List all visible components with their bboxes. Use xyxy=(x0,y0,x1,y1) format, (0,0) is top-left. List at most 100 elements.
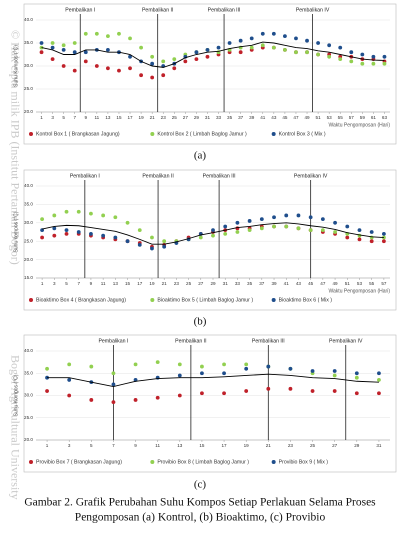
y-tick-label: 35.0 xyxy=(24,202,33,207)
x-tick-label: 7 xyxy=(73,115,76,120)
data-point xyxy=(172,57,177,61)
x-tick-label: 21 xyxy=(162,281,168,286)
x-tick-label: 27 xyxy=(198,281,204,286)
x-tick-label: 5 xyxy=(62,115,65,120)
x-axis-title: Waktu Pengomposan (Hari) xyxy=(328,122,390,128)
x-tick-label: 9 xyxy=(90,281,93,286)
data-point xyxy=(377,371,381,376)
y-tick-label: 30.0 xyxy=(24,63,33,68)
x-tick-label: 49 xyxy=(333,281,339,286)
y-tick-label: 25.0 xyxy=(24,86,33,91)
data-point xyxy=(223,231,228,236)
data-point xyxy=(283,48,287,52)
x-tick-label: 23 xyxy=(174,281,180,286)
data-point xyxy=(67,393,72,398)
data-point xyxy=(106,66,110,71)
data-point xyxy=(332,369,337,373)
data-point xyxy=(332,389,337,393)
data-point xyxy=(371,54,376,59)
panel-label: (c) xyxy=(194,479,207,491)
x-tick-label: 1 xyxy=(46,443,49,448)
data-point xyxy=(106,48,110,52)
data-point xyxy=(113,235,118,240)
x-tick-label: 13 xyxy=(105,115,111,120)
data-point xyxy=(294,50,298,55)
data-point xyxy=(272,224,276,229)
x-tick-label: 37 xyxy=(238,115,244,120)
data-point xyxy=(200,371,204,376)
x-tick-label: 17 xyxy=(222,443,228,448)
data-point xyxy=(235,220,240,225)
data-point xyxy=(150,61,155,66)
x-tick-label: 21 xyxy=(150,115,156,120)
data-point xyxy=(200,364,204,369)
data-point xyxy=(327,54,332,59)
x-tick-label: 1 xyxy=(40,115,43,120)
legend-label: Bioaktimo Box 4 ( Brangkasan Jagung) xyxy=(36,297,126,303)
data-point xyxy=(338,57,343,61)
data-point xyxy=(137,228,142,233)
data-point xyxy=(67,362,72,367)
data-point xyxy=(235,230,240,234)
annotation: Pembalikan III xyxy=(252,338,285,344)
data-point xyxy=(381,235,386,240)
data-point xyxy=(155,395,160,400)
data-point xyxy=(345,224,350,229)
data-point xyxy=(111,371,116,376)
x-tick-label: 17 xyxy=(137,281,143,286)
annotation: Pembalikan I xyxy=(98,338,128,344)
x-tick-label: 23 xyxy=(288,443,294,448)
data-point xyxy=(113,215,118,220)
x-tick-label: 17 xyxy=(127,115,133,120)
data-point xyxy=(222,362,226,367)
annotation: Pembalikan II xyxy=(175,338,206,344)
data-point xyxy=(89,398,94,402)
x-tick-label: 29 xyxy=(210,281,216,286)
data-point xyxy=(89,364,94,369)
data-point xyxy=(222,391,226,396)
data-point xyxy=(72,41,77,45)
data-point xyxy=(76,230,81,234)
data-point xyxy=(101,213,106,218)
x-tick-label: 15 xyxy=(199,443,205,448)
data-point xyxy=(52,226,57,231)
x-tick-label: 7 xyxy=(77,281,80,286)
data-point xyxy=(369,239,374,244)
x-tick-label: 11 xyxy=(155,443,160,448)
data-point xyxy=(133,398,138,402)
data-point xyxy=(67,378,72,382)
data-point xyxy=(354,375,359,380)
x-tick-label: 61 xyxy=(371,115,377,120)
legend-swatch xyxy=(29,132,33,136)
annotation: Pembalikan I xyxy=(70,173,100,179)
legend-swatch xyxy=(150,298,155,302)
data-point xyxy=(83,31,88,36)
data-point xyxy=(61,48,66,52)
data-point xyxy=(50,57,55,61)
x-tick-label: 33 xyxy=(216,115,222,120)
x-tick-label: 51 xyxy=(316,115,322,120)
data-point xyxy=(259,217,264,222)
legend-swatch xyxy=(29,298,33,302)
average-line xyxy=(47,373,379,388)
x-tick-label: 53 xyxy=(357,281,363,286)
data-point xyxy=(266,386,271,391)
x-tick-label: 51 xyxy=(345,281,351,286)
data-point xyxy=(211,233,215,238)
data-point xyxy=(349,59,354,64)
y-axis-title: Suhu Kompos (°C) xyxy=(13,374,19,416)
data-point xyxy=(354,371,359,376)
data-point xyxy=(305,50,309,55)
x-tick-label: 39 xyxy=(249,115,255,120)
data-point xyxy=(310,369,315,373)
data-point xyxy=(172,66,177,71)
data-point xyxy=(357,228,362,233)
data-point xyxy=(332,373,337,378)
data-point xyxy=(260,43,265,48)
data-point xyxy=(294,36,298,41)
data-point xyxy=(247,228,252,233)
data-point xyxy=(139,73,143,78)
data-point xyxy=(288,366,293,371)
legend-swatch xyxy=(271,132,276,136)
